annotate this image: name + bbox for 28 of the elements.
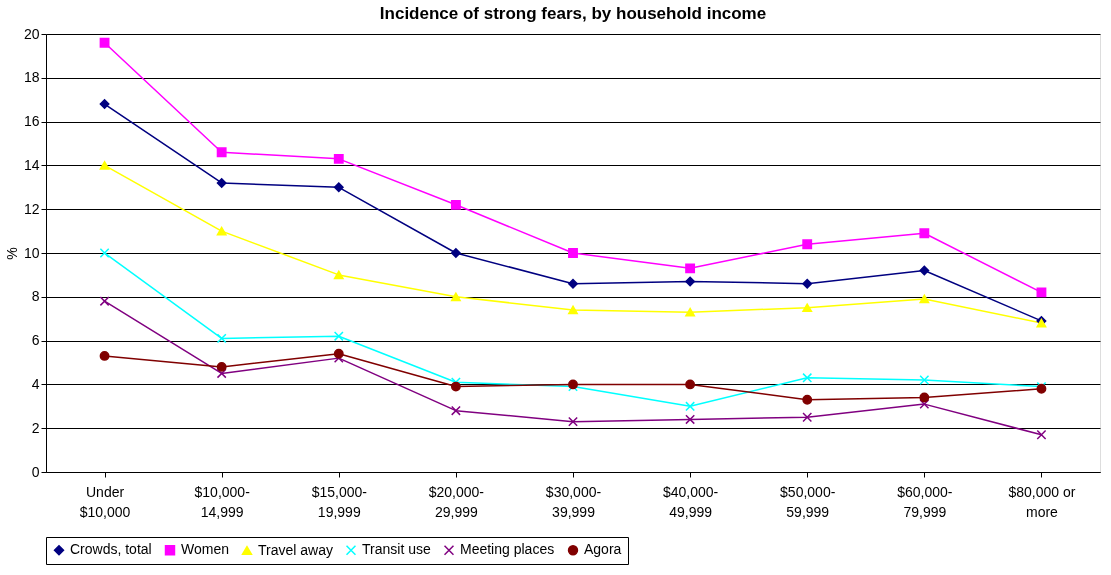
y-tick-label: 12 xyxy=(23,200,40,217)
y-tick-label: 10 xyxy=(23,244,40,261)
y-tick-label: 6 xyxy=(31,332,40,349)
x-tick-label: $30,000- 39,999 xyxy=(545,483,602,520)
legend-label: Agora xyxy=(584,541,622,558)
y-tick-label: 18 xyxy=(23,69,40,86)
legend-label: Transit use xyxy=(362,541,431,558)
x-tick-label: $50,000- 59,999 xyxy=(780,483,836,520)
x-tick-label: $20,000- 29,999 xyxy=(428,483,485,520)
legend-label: Travel away xyxy=(258,541,333,558)
y-axis-title: % xyxy=(3,247,20,260)
x-tick-label: $40,000- 49,999 xyxy=(662,483,719,520)
y-tick-label: 16 xyxy=(23,113,40,130)
legend-label: Women xyxy=(181,541,229,558)
y-tick-label: 0 xyxy=(31,463,40,480)
legend-label: Meeting places xyxy=(460,541,555,558)
x-tick-label: $10,000- 14,999 xyxy=(194,483,251,520)
chart-title: Incidence of strong fears, by household income xyxy=(379,4,767,23)
legend-label: Crowds, total xyxy=(70,541,152,558)
x-tick-label: $80,000 or more xyxy=(1008,483,1076,520)
y-tick-label: 14 xyxy=(23,156,40,173)
y-tick-label: 2 xyxy=(31,419,40,436)
x-tick-label: Under $10,000 xyxy=(79,483,131,520)
x-tick-label: $15,000- 19,999 xyxy=(311,483,368,520)
y-tick-label: 4 xyxy=(31,375,40,392)
x-tick-label: $60,000- 79,999 xyxy=(897,483,953,520)
y-tick-label: 20 xyxy=(23,25,40,42)
y-tick-label: 8 xyxy=(31,288,40,305)
